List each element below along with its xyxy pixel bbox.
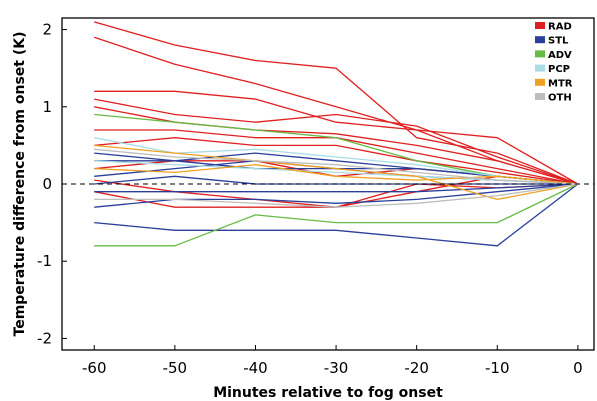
x-tick-label: -50 <box>163 359 188 377</box>
x-tick-label: -60 <box>82 359 107 377</box>
x-tick-label: -40 <box>243 359 268 377</box>
legend-label-stl: STL <box>548 36 569 47</box>
legend-swatch-rad <box>535 22 545 29</box>
legend-label-oth: OTH <box>548 93 572 104</box>
series-line-adv-19 <box>94 183 579 247</box>
series-line-oth-24 <box>94 148 578 185</box>
x-axis-ticks: -60 -50 -40 -30 -20 -10 0 <box>82 345 583 377</box>
y-tick-label: -2 <box>37 329 52 347</box>
legend-swatch-mtr <box>535 78 545 86</box>
legend-label-adv: ADV <box>548 50 572 61</box>
x-axis-label: Minutes relative to fog onset <box>213 385 443 401</box>
legend-swatch-stl <box>535 36 545 44</box>
legend-label-rad: RAD <box>548 22 572 33</box>
x-tick-label: -10 <box>485 359 510 377</box>
legend: RAD STL ADV PCP MTR OTH <box>535 22 573 104</box>
legend-swatch-pcp <box>535 64 545 72</box>
legend-swatch-oth <box>535 93 545 100</box>
y-tick-label: 0 <box>42 175 52 193</box>
y-axis-ticks: -2 -1 0 1 2 <box>37 21 67 347</box>
series-line-mtr-22 <box>94 144 579 201</box>
y-tick-label: 2 <box>42 21 52 39</box>
series-line-stl-17 <box>94 183 579 247</box>
series-line-mtr-23 <box>94 164 578 185</box>
series-line-oth-25 <box>94 183 578 208</box>
legend-swatch-adv <box>535 50 545 58</box>
x-tick-label: 0 <box>573 359 583 377</box>
y-tick-label: 1 <box>42 98 52 116</box>
y-tick-label: -1 <box>37 252 52 270</box>
series-line-rad-7 <box>94 137 578 185</box>
legend-label-pcp: PCP <box>548 64 570 75</box>
series-line-stl-15 <box>94 183 578 193</box>
x-tick-label: -20 <box>404 359 429 377</box>
y-axis-label: Temperature difference from onset (K) <box>12 32 28 337</box>
series-line-rad-1 <box>94 21 579 185</box>
x-tick-label: -30 <box>324 359 349 377</box>
legend-label-mtr: MTR <box>548 78 573 89</box>
series-line-rad-3 <box>94 90 579 185</box>
series-line-rad-4 <box>94 98 579 185</box>
